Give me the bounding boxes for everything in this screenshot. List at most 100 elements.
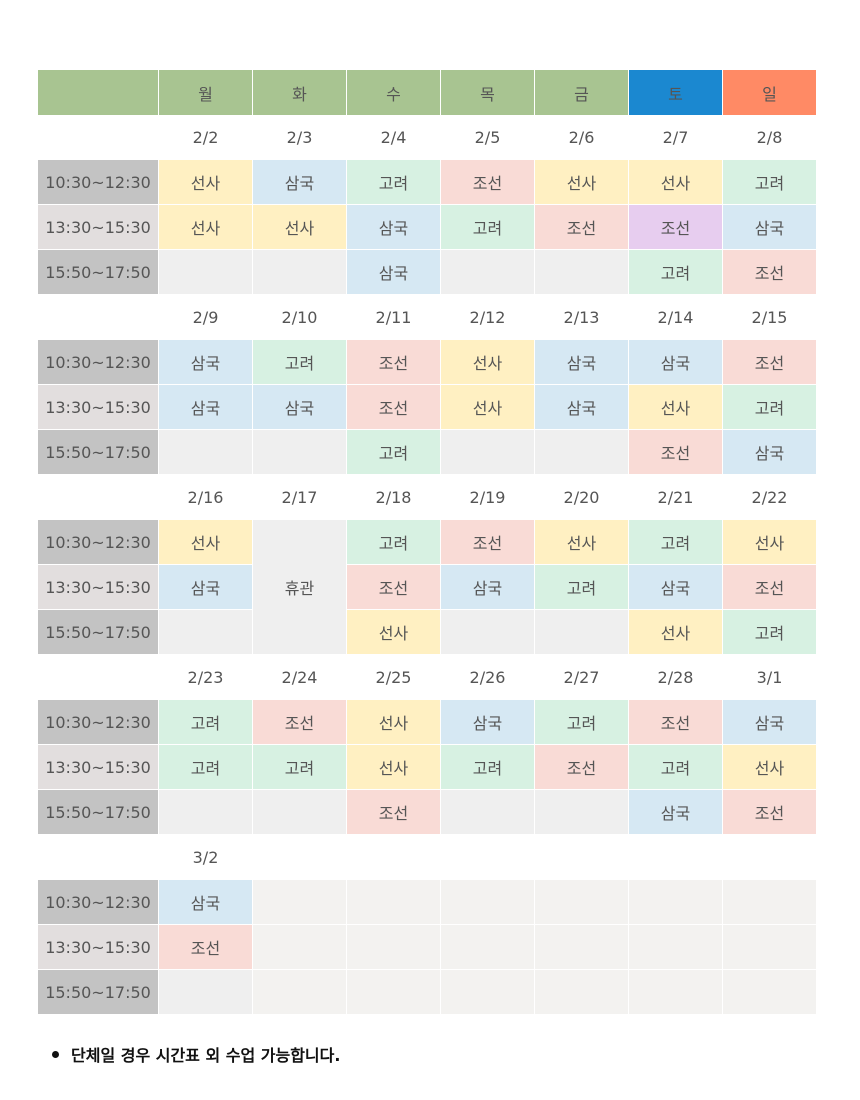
class-cell: [441, 925, 534, 970]
weekday-fri: 금: [535, 70, 628, 115]
class-cell: 삼국: [347, 205, 440, 250]
class-cell: [253, 970, 346, 1015]
class-cell: [629, 970, 722, 1015]
class-cell: [441, 250, 534, 295]
class-cell: 선사: [535, 520, 628, 565]
date-cell: 2/18: [347, 475, 440, 520]
class-cell: 조선: [535, 205, 628, 250]
date-cell: 2/26: [441, 655, 534, 700]
time-slot-row: 13:30~15:30 선사 선사 삼국 고려 조선 조선 삼국: [38, 205, 816, 250]
date-cell: [441, 835, 534, 880]
class-cell: 조선: [159, 925, 252, 970]
date-cell: 2/14: [629, 295, 722, 340]
class-cell: 선사: [159, 520, 252, 565]
date-row-spacer: [38, 115, 158, 160]
schedule-body: 2/2 2/3 2/4 2/5 2/6 2/7 2/8 10:30~12:30 선사 삼국 고려 조선…: [38, 115, 816, 1015]
class-cell: 삼국: [629, 340, 722, 385]
class-cell: [535, 970, 628, 1015]
time-slot-row: 10:30~12:30 선사 삼국 고려 조선 선사 선사 고려: [38, 160, 816, 205]
date-cell: 2/15: [723, 295, 816, 340]
class-cell: 선사: [347, 700, 440, 745]
date-cell: [629, 835, 722, 880]
footnote-text: 단체일 경우 시간표 외 수업 가능합니다.: [71, 1046, 341, 1065]
time-slot-row: 13:30~15:30 삼국 조선 삼국 고려 삼국 조선: [38, 565, 816, 610]
class-cell: [159, 610, 252, 655]
class-cell: 삼국: [723, 430, 816, 475]
class-cell: [629, 925, 722, 970]
class-cell: [441, 880, 534, 925]
date-cell: 2/21: [629, 475, 722, 520]
date-cell: 2/23: [159, 655, 252, 700]
date-cell: 2/27: [535, 655, 628, 700]
class-cell: 조선: [347, 385, 440, 430]
class-cell: 조선: [723, 250, 816, 295]
class-cell: 선사: [159, 160, 252, 205]
class-cell: 삼국: [535, 340, 628, 385]
date-row-spacer: [38, 475, 158, 520]
time-label: 15:50~17:50: [38, 430, 158, 475]
class-cell: [347, 925, 440, 970]
class-cell: 고려: [253, 745, 346, 790]
time-label: 13:30~15:30: [38, 205, 158, 250]
date-row: 2/9 2/10 2/11 2/12 2/13 2/14 2/15: [38, 295, 816, 340]
date-cell: 2/22: [723, 475, 816, 520]
weekday-sat: 토: [629, 70, 722, 115]
class-cell: 선사: [629, 160, 722, 205]
class-cell: 조선: [535, 745, 628, 790]
time-slot-row: 10:30~12:30 삼국: [38, 880, 816, 925]
class-cell: 고려: [723, 160, 816, 205]
date-cell: 2/5: [441, 115, 534, 160]
class-cell: 삼국: [723, 700, 816, 745]
footnote: 단체일 경우 시간표 외 수업 가능합니다.: [52, 1042, 340, 1066]
class-cell: [347, 880, 440, 925]
class-cell: 삼국: [347, 250, 440, 295]
time-label: 15:50~17:50: [38, 790, 158, 835]
class-cell: [159, 970, 252, 1015]
date-cell: 2/2: [159, 115, 252, 160]
time-slot-row: 15:50~17:50 조선 삼국 조선: [38, 790, 816, 835]
date-cell: 2/19: [441, 475, 534, 520]
date-cell: 2/12: [441, 295, 534, 340]
class-cell: 삼국: [253, 385, 346, 430]
date-cell: 2/24: [253, 655, 346, 700]
date-row: 3/2: [38, 835, 816, 880]
date-cell: 2/13: [535, 295, 628, 340]
class-cell: 조선: [723, 790, 816, 835]
class-cell: 삼국: [535, 385, 628, 430]
class-cell: 조선: [253, 700, 346, 745]
class-cell: 고려: [629, 745, 722, 790]
time-slot-row: 15:50~17:50 삼국 고려 조선: [38, 250, 816, 295]
class-cell: 조선: [723, 340, 816, 385]
class-cell: 삼국: [723, 205, 816, 250]
class-cell: [441, 790, 534, 835]
date-cell: [535, 835, 628, 880]
time-label: 15:50~17:50: [38, 610, 158, 655]
time-slot-row: 10:30~12:30 삼국 고려 조선 선사 삼국 삼국 조선: [38, 340, 816, 385]
date-cell: 2/25: [347, 655, 440, 700]
class-cell: 선사: [347, 610, 440, 655]
date-cell: 2/6: [535, 115, 628, 160]
class-cell: 고려: [629, 520, 722, 565]
class-cell: 삼국: [441, 565, 534, 610]
time-slot-row: 15:50~17:50 선사 선사 고려: [38, 610, 816, 655]
class-cell: [723, 970, 816, 1015]
date-cell: 2/10: [253, 295, 346, 340]
date-cell: 2/9: [159, 295, 252, 340]
class-cell: [347, 970, 440, 1015]
class-cell: 조선: [441, 520, 534, 565]
weekday-tue: 화: [253, 70, 346, 115]
class-cell: [159, 430, 252, 475]
time-label: 15:50~17:50: [38, 970, 158, 1015]
class-cell: [441, 610, 534, 655]
closed-cell: 휴관: [253, 520, 346, 655]
class-cell: 고려: [629, 250, 722, 295]
class-cell: 조선: [347, 565, 440, 610]
date-row-spacer: [38, 655, 158, 700]
time-slot-row: 10:30~12:30 고려 조선 선사 삼국 고려 조선 삼국: [38, 700, 816, 745]
date-cell: 2/7: [629, 115, 722, 160]
class-cell: [535, 925, 628, 970]
class-cell: 선사: [441, 340, 534, 385]
class-cell: 선사: [535, 160, 628, 205]
class-cell: 삼국: [159, 385, 252, 430]
date-cell: [723, 835, 816, 880]
